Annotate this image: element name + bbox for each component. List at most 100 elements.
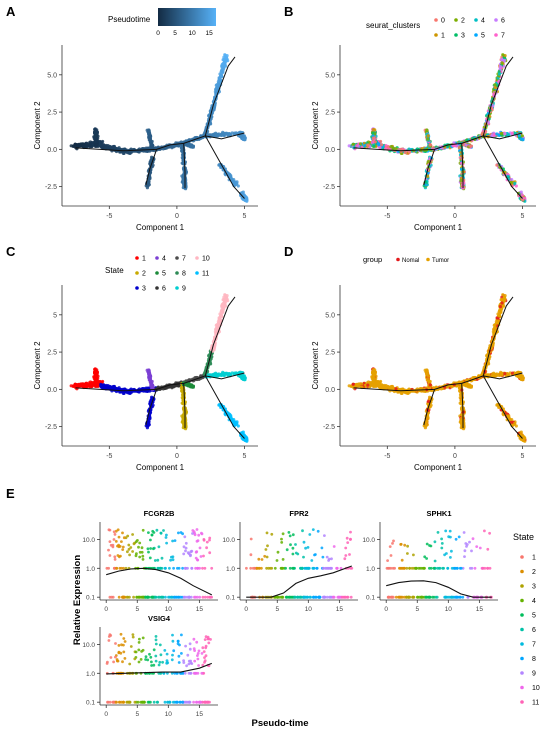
cell-point — [213, 104, 217, 108]
x-tick-label: 5 — [521, 213, 525, 220]
cell-point — [492, 92, 496, 96]
cell-point — [394, 387, 398, 391]
cell-point — [236, 184, 240, 188]
y-axis-title: Component 2 — [33, 101, 42, 150]
legend-swatch — [135, 271, 139, 275]
cell-point — [220, 65, 224, 69]
y-tick-label: 2.5 — [325, 350, 335, 357]
cell-point — [229, 133, 233, 137]
cell-point — [347, 384, 351, 388]
legend-label: 1 — [441, 33, 445, 40]
legend-label: 0 — [441, 18, 445, 25]
cell-point — [426, 137, 430, 141]
cell-point — [351, 382, 355, 386]
x-tick-label: 0 — [175, 213, 179, 220]
legend-title: State — [105, 266, 124, 275]
y-tick-label: 5.0 — [325, 312, 335, 319]
y-tick-label: 5.0 — [325, 72, 335, 79]
y-tick-label: -2.5 — [323, 424, 335, 431]
legend-label: 2 — [142, 271, 146, 278]
cell-point — [498, 65, 502, 69]
cell-point — [95, 368, 99, 372]
cell-point — [241, 190, 245, 194]
cell-point — [243, 198, 247, 202]
cell-point — [181, 179, 185, 183]
x-tick-label: -5 — [106, 453, 112, 460]
legend-swatch — [175, 256, 179, 260]
cell-point — [222, 61, 226, 65]
y-axis-title: Component 2 — [311, 341, 320, 390]
cell-point — [399, 149, 403, 153]
cell-point — [389, 385, 393, 389]
legend-swatch — [155, 256, 159, 260]
cell-point — [380, 383, 384, 387]
x-tick-label: 5 — [243, 453, 247, 460]
cell-point — [235, 181, 239, 185]
cell-point — [520, 193, 524, 197]
cell-point — [225, 372, 229, 376]
cell-point — [215, 83, 219, 87]
x-axis-title: Component 1 — [136, 463, 185, 472]
scatter-points — [347, 293, 527, 443]
cell-point — [428, 143, 432, 147]
cell-point — [491, 104, 495, 108]
cell-point — [468, 144, 472, 148]
legend-label: 6 — [501, 18, 505, 25]
legend-label: 7 — [501, 33, 505, 40]
y-axis-title: Component 2 — [33, 341, 42, 390]
cell-point — [100, 145, 104, 150]
cell-point — [224, 58, 229, 63]
legend-swatch — [155, 271, 159, 275]
cell-point — [235, 421, 239, 425]
x-tick-label: -5 — [384, 213, 390, 220]
cell-point — [366, 143, 370, 147]
cell-point — [222, 371, 226, 375]
cell-point — [93, 140, 97, 144]
cell-point — [232, 131, 237, 135]
x-axis-title: Component 1 — [136, 223, 185, 232]
legend-swatch — [434, 33, 438, 37]
x-tick-label: -5 — [106, 213, 112, 220]
cell-point — [215, 323, 219, 327]
cell-point — [495, 132, 499, 136]
cell-point — [373, 128, 377, 132]
legend-swatch — [135, 256, 139, 260]
cell-point — [220, 305, 224, 309]
cell-point — [242, 134, 246, 138]
cell-point — [217, 163, 221, 167]
cell-point — [116, 147, 120, 151]
cell-point — [148, 377, 152, 381]
cell-point — [94, 144, 98, 148]
cell-point — [459, 179, 463, 183]
cell-point — [503, 132, 507, 136]
x-tick-label: 0 — [453, 453, 457, 460]
y-tick-label: 2.5 — [47, 110, 57, 117]
y-tick-label: -2.5 — [45, 424, 57, 431]
cell-point — [69, 384, 73, 388]
legend-label: 11 — [202, 271, 209, 278]
cell-point — [93, 371, 97, 375]
cell-point — [241, 377, 245, 381]
cell-point — [391, 146, 395, 150]
legend-tick-label: 5 — [173, 30, 177, 37]
cell-point — [358, 142, 363, 146]
legend-label: 7 — [182, 256, 186, 263]
cell-point — [93, 131, 97, 135]
cell-point — [77, 384, 81, 388]
cell-point — [520, 134, 524, 138]
legend-label: 1 — [142, 256, 146, 263]
cell-point — [386, 145, 390, 149]
cell-point — [239, 133, 243, 137]
cell-point — [223, 293, 227, 297]
cell-point — [219, 70, 223, 74]
panel-label: B — [284, 4, 293, 19]
cell-point — [427, 159, 431, 164]
cell-point — [69, 144, 73, 148]
cell-point — [500, 55, 504, 59]
cell-point — [214, 92, 218, 96]
trajectory-branch — [183, 143, 186, 189]
cell-point — [497, 70, 501, 74]
cell-point — [355, 384, 359, 388]
panel-label: D — [284, 244, 293, 259]
